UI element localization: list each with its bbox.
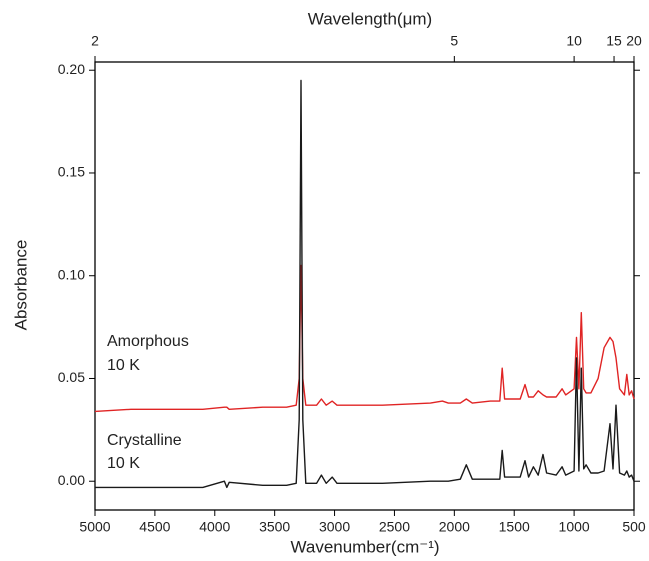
- x-tick-label: 4000: [199, 519, 230, 535]
- y-tick-label: 0.20: [58, 61, 85, 77]
- y-tick-label: 0.10: [58, 266, 85, 282]
- series-annotation: Amorphous: [107, 333, 189, 350]
- x-tick-label: 5000: [79, 519, 110, 535]
- x-tick-label: 2500: [379, 519, 410, 535]
- x-tick-label: 4500: [139, 519, 170, 535]
- y-tick-label: 0.15: [58, 164, 85, 180]
- spectrum-line: [95, 79, 635, 489]
- series-annotation: 10 K: [107, 357, 140, 374]
- x-tick-label: 1500: [499, 519, 530, 535]
- x-tick-label: 3500: [259, 519, 290, 535]
- top-axis-title: Wavelength(μm): [308, 9, 432, 28]
- top-tick-label: 2: [91, 33, 99, 49]
- series-annotation: Crystalline: [107, 432, 182, 449]
- y-tick-label: 0.00: [58, 472, 85, 488]
- top-tick-label: 5: [450, 33, 458, 49]
- y-axis-title: Absorbance: [11, 240, 30, 331]
- y-tick-label: 0.05: [58, 369, 85, 385]
- x-tick-label: 2000: [439, 519, 470, 535]
- x-tick-label: 1000: [559, 519, 590, 535]
- plot-frame: [94, 61, 635, 511]
- x-tick-label: 500: [622, 519, 646, 535]
- top-tick-label: 15: [606, 33, 622, 49]
- spectrum-line: [94, 264, 635, 413]
- top-tick-label: 20: [626, 33, 642, 49]
- x-axis-title: Wavenumber(cm⁻¹): [290, 537, 439, 556]
- top-tick-label: 10: [566, 33, 582, 49]
- x-tick-label: 3000: [319, 519, 350, 535]
- series-annotation: 10 K: [107, 455, 140, 472]
